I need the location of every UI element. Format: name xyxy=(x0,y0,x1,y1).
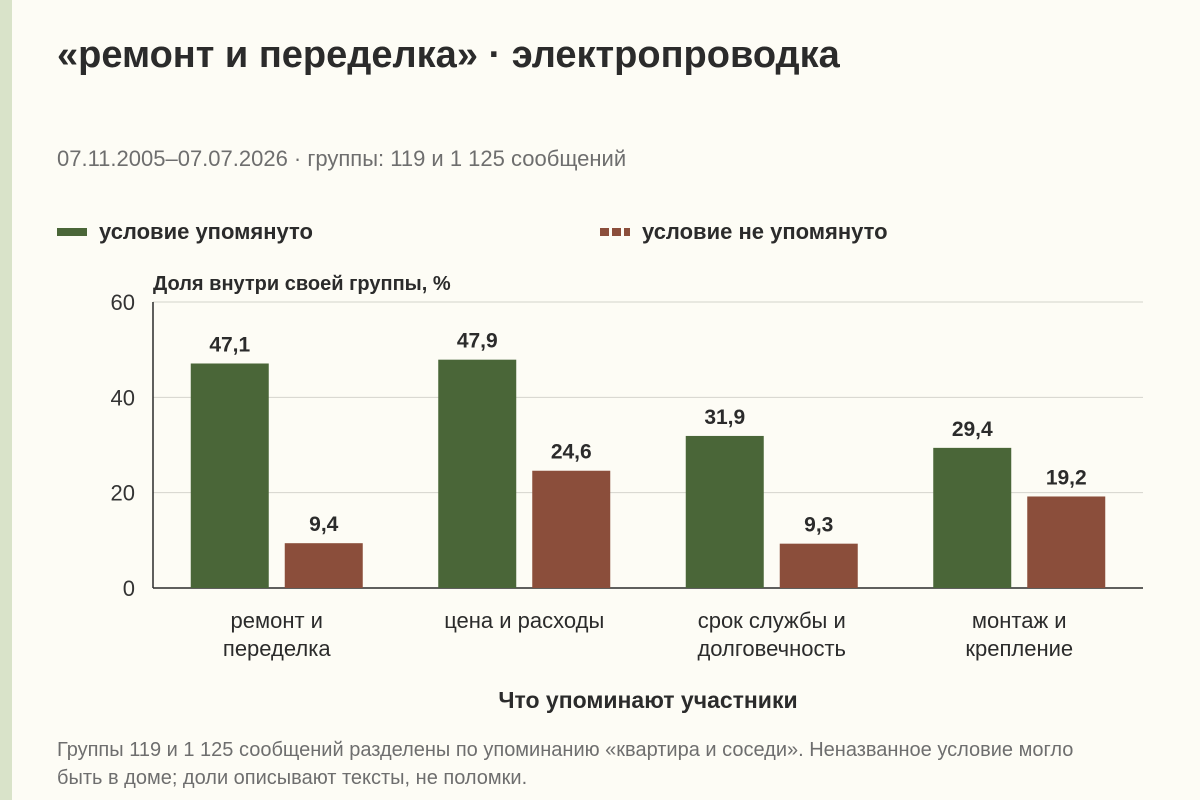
y-axis-label: Доля внутри своей группы, % xyxy=(153,273,451,295)
data-label: 31,9 xyxy=(704,406,745,429)
x-tick-label: долговечность xyxy=(697,636,846,661)
x-tick-label: монтаж и xyxy=(972,608,1067,633)
bar xyxy=(190,363,269,588)
data-label: 9,4 xyxy=(309,513,339,536)
chart-subtitle: 07.11.2005–07.07.2026 · группы: 119 и 1 … xyxy=(57,146,627,171)
x-tick-label: переделка xyxy=(223,636,331,661)
y-tick-label: 0 xyxy=(123,576,135,601)
legend-swatch-not-mentioned xyxy=(600,228,630,236)
data-label: 19,2 xyxy=(1046,466,1087,489)
chart-title: «ремонт и переделка» · электропроводка xyxy=(57,34,840,76)
y-tick-label: 20 xyxy=(111,481,135,506)
bar-chart: 0 20 40 60 Доля внутри своей группы, % 47,1 9,… xyxy=(111,273,1143,713)
legend-item-mentioned: условие упомянуто xyxy=(57,219,313,245)
x-tick-label: крепление xyxy=(965,636,1073,661)
x-tick-label: срок службы и xyxy=(698,608,846,633)
legend-swatch-mentioned xyxy=(57,228,87,236)
bar xyxy=(685,435,764,588)
bar xyxy=(779,543,858,588)
x-tick-label: ремонт и xyxy=(231,608,323,633)
bar xyxy=(933,447,1012,588)
legend-label-not-mentioned: условие не упомянуто xyxy=(642,219,888,244)
data-label: 29,4 xyxy=(952,418,993,441)
x-axis-label: Что упоминают участники xyxy=(498,687,797,713)
data-label: 47,1 xyxy=(209,333,250,356)
bar xyxy=(1027,496,1106,588)
x-tick-label: цена и расходы xyxy=(444,608,604,633)
data-label: 9,3 xyxy=(804,514,833,537)
legend-item-not-mentioned: условие не упомянуто xyxy=(600,219,888,245)
bar xyxy=(532,470,611,588)
data-label: 47,9 xyxy=(457,330,498,353)
bar xyxy=(438,359,517,588)
data-label: 24,6 xyxy=(551,441,592,464)
left-accent-stripe xyxy=(0,0,12,800)
y-tick-label: 60 xyxy=(111,290,135,315)
bar xyxy=(284,543,363,588)
legend-label-mentioned: условие упомянуто xyxy=(99,219,313,244)
y-tick-label: 40 xyxy=(111,385,135,410)
footnote: Группы 119 и 1 125 сообщений разделены п… xyxy=(57,739,1074,789)
